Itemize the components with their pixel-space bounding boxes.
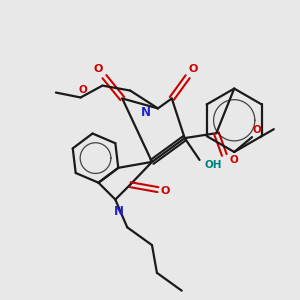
Text: N: N [141,106,151,119]
Text: O: O [94,64,103,74]
Text: O: O [160,186,170,196]
Text: O: O [253,125,261,135]
Text: OH: OH [205,160,222,170]
Text: O: O [78,85,87,94]
Text: O: O [230,155,239,165]
Text: N: N [114,205,124,218]
Text: O: O [189,64,198,74]
